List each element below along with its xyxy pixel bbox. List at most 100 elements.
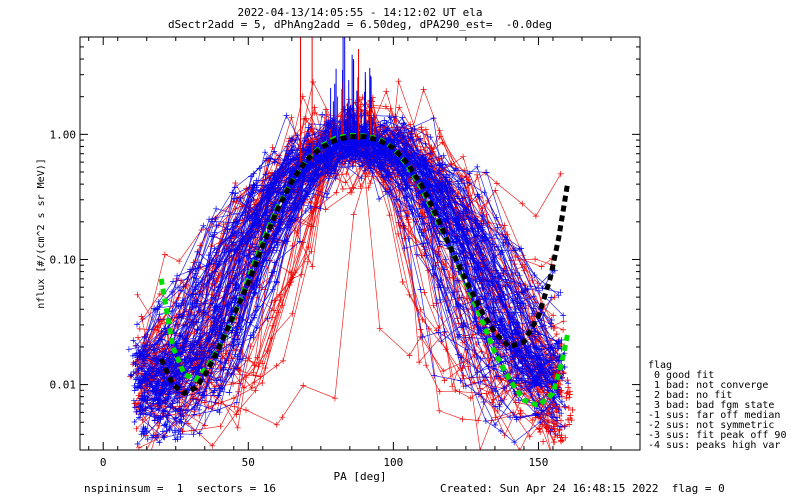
flux-point (555, 380, 562, 387)
y-axis-label: nflux [#/(cm^2 s sr MeV)] (36, 158, 47, 309)
legend-item: 0 good fit (648, 370, 715, 381)
chart-title: 2022-04-13/14:05:55 - 14:12:02 UT ela (237, 6, 483, 19)
flux-point (545, 428, 552, 435)
flux-point (150, 375, 157, 382)
flux-point (142, 411, 149, 418)
flux-point (150, 388, 157, 395)
flux-point (144, 436, 151, 443)
y-tick-label: 0.10 (50, 253, 77, 266)
flux-point (562, 422, 569, 429)
flux-point (173, 419, 180, 426)
flux-point (537, 389, 544, 396)
flux-point (537, 414, 544, 421)
flux-point (551, 428, 558, 435)
flux-point (164, 396, 171, 403)
legend-item: -1 sus: far off median (648, 410, 781, 421)
flux-point (165, 412, 172, 419)
fit-curve (158, 134, 570, 397)
flux-point (558, 432, 565, 439)
x-tick-label: 50 (242, 456, 255, 469)
plot-area (125, 37, 576, 450)
legend-title: flag (648, 360, 673, 371)
flux-point (551, 433, 558, 440)
flux-point (560, 370, 567, 377)
flux-point (565, 405, 572, 412)
flux-point (563, 395, 570, 402)
flux-point (153, 384, 160, 391)
flux-point (166, 424, 173, 431)
flux-point (558, 417, 565, 424)
flux-point (138, 385, 145, 392)
x-tick-label: 150 (529, 456, 549, 469)
flux-point (540, 438, 547, 445)
flux-point (154, 401, 161, 408)
x-axis-label: PA [deg] (334, 470, 387, 483)
flux-point (153, 434, 160, 441)
flux-point (563, 390, 570, 397)
flux-point (141, 429, 148, 436)
flux-point (566, 421, 573, 428)
flux-point (162, 421, 169, 428)
flux-point (540, 412, 547, 419)
flux-point (553, 407, 560, 414)
flux-point (165, 391, 172, 398)
flux-point (172, 429, 179, 436)
flux-trace-markers (147, 113, 563, 378)
flux-point (545, 410, 552, 417)
flux-point (569, 406, 576, 413)
flux-point (161, 374, 168, 381)
flux-point (140, 430, 147, 437)
flux-point (543, 425, 550, 432)
flux-point (545, 417, 552, 424)
flux-point (554, 432, 561, 439)
flux-point (177, 411, 184, 418)
flux-point (564, 377, 571, 384)
flux-point (144, 396, 151, 403)
flux-point (161, 388, 168, 395)
chart-subtitle: dSectr2add = 5, dPhAng2add = 6.50deg, dP… (167, 18, 553, 31)
flux-point (160, 433, 167, 440)
flux-point (566, 388, 573, 395)
flux-point (159, 428, 166, 435)
flux-point (539, 421, 546, 428)
flux-point (178, 420, 185, 427)
flux-point (151, 417, 158, 424)
flux-point (176, 405, 183, 412)
flux-trace-markers (143, 138, 562, 412)
flux-point (550, 423, 557, 430)
flux-point (558, 387, 565, 394)
flux-point (157, 416, 164, 423)
legend-item: -4 sus: peaks high var (648, 440, 781, 451)
flux-point (158, 390, 165, 397)
flux-point (139, 377, 146, 384)
legend-item: -2 sus: not symmetric (648, 420, 775, 431)
flux-point (543, 389, 550, 396)
flux-point (556, 413, 563, 420)
legend-item: 1 bad: not converge (648, 380, 769, 391)
flux-trace-markers (127, 139, 560, 414)
footer-right: Created: Sun Apr 24 16:48:15 2022 flag =… (440, 482, 725, 495)
flux-point (566, 394, 573, 401)
flux-trace-markers (132, 120, 560, 408)
flux-point (159, 382, 166, 389)
legend-item: 3 bad: bad fgm state (648, 400, 775, 411)
flux-point (174, 395, 181, 402)
flux-point (537, 428, 544, 435)
y-tick-label: 0.01 (50, 379, 77, 392)
flux-point (175, 390, 182, 397)
y-tick-label: 1.00 (50, 128, 77, 141)
flux-point (150, 400, 157, 407)
flux-point (167, 404, 174, 411)
x-tick-label: 0 (100, 456, 107, 469)
flux-point (556, 427, 563, 434)
x-tick-label: 100 (383, 456, 403, 469)
flux-point (174, 436, 181, 443)
legend-item: 2 bad: no fit (648, 390, 733, 401)
flux-point (562, 404, 569, 411)
plot-frame (79, 36, 641, 451)
flux-point (565, 416, 572, 423)
flux-point (178, 416, 185, 423)
flux-point (552, 403, 559, 410)
flux-point (163, 423, 170, 430)
